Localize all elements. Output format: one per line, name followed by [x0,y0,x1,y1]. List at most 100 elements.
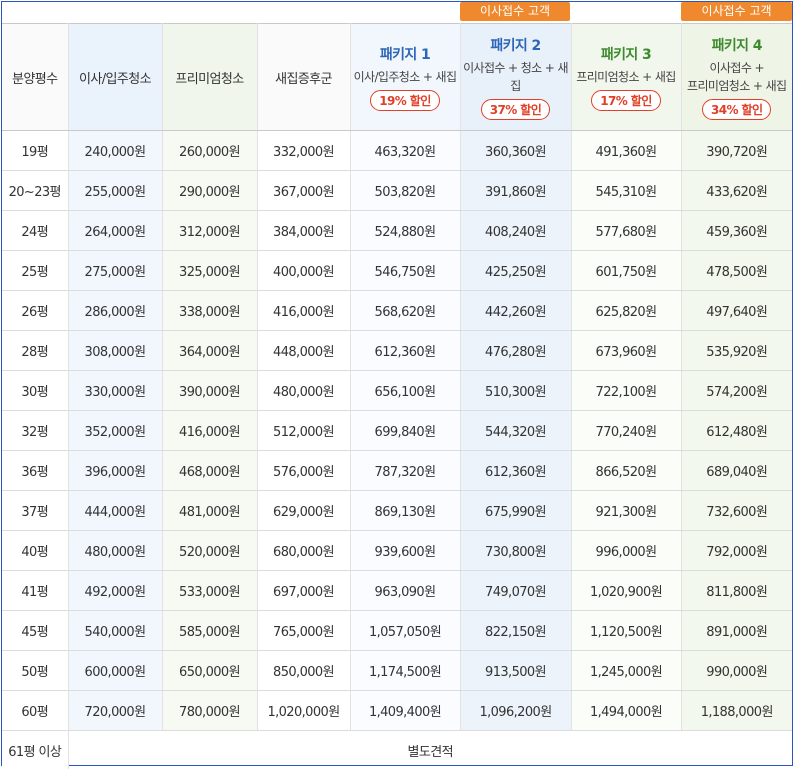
package-3-price: 625,820원 [571,291,681,331]
sick-house-price: 680,000원 [257,531,350,571]
discount-badge: 34% 할인 [702,99,771,120]
size-cell: 40평 [2,531,68,571]
sick-house-price: 332,000원 [257,131,350,171]
header-package-4: 패키지 4 이사접수 + 프리미엄청소 + 새집 34% 할인 [681,24,792,131]
move-cleaning-price: 264,000원 [68,211,162,251]
move-cleaning-price: 286,000원 [68,291,162,331]
premium-cleaning-price: 338,000원 [162,291,257,331]
package-1-price: 869,130원 [350,491,460,531]
move-cleaning-price: 308,000원 [68,331,162,371]
package-4-price: 732,600원 [681,491,792,531]
header-package-3: 패키지 3 프리미엄청소 + 새집 17% 할인 [571,24,681,131]
premium-cleaning-price: 312,000원 [162,211,257,251]
package-title: 패키지 2 [461,35,571,55]
premium-cleaning-price: 780,000원 [162,691,257,731]
premium-cleaning-price: 481,000원 [162,491,257,531]
discount-badge: 19% 할인 [370,90,439,111]
package-3-price: 1,120,500원 [571,611,681,651]
premium-cleaning-price: 290,000원 [162,171,257,211]
header-premium-cleaning: 프리미엄청소 [162,24,257,131]
package-4-price: 478,500원 [681,251,792,291]
package-1-price: 963,090원 [350,571,460,611]
package-1-price: 656,100원 [350,371,460,411]
package-3-price: 491,360원 [571,131,681,171]
package-3-price: 866,520원 [571,451,681,491]
size-cell: 41평 [2,571,68,611]
sick-house-price: 765,000원 [257,611,350,651]
package-2-price: 425,250원 [460,251,571,291]
package-4-price: 689,040원 [681,451,792,491]
package-4-price: 990,000원 [681,651,792,691]
package-1-price: 699,840원 [350,411,460,451]
moving-customer-tag: 이사접수 고객 [681,2,792,21]
moving-customer-tag: 이사접수 고객 [460,2,570,21]
package-title: 패키지 1 [351,44,460,64]
package-1-price: 939,600원 [350,531,460,571]
package-3-price: 1,245,000원 [571,651,681,691]
move-cleaning-price: 255,000원 [68,171,162,211]
move-cleaning-price: 480,000원 [68,531,162,571]
premium-cleaning-price: 533,000원 [162,571,257,611]
package-title: 패키지 3 [572,44,681,64]
move-cleaning-price: 540,000원 [68,611,162,651]
package-3-price: 996,000원 [571,531,681,571]
move-cleaning-price: 720,000원 [68,691,162,731]
premium-cleaning-price: 325,000원 [162,251,257,291]
package-4-price: 612,480원 [681,411,792,451]
size-cell: 60평 [2,691,68,731]
package-desc: 이사/입주청소 + 새집 [351,68,460,86]
sick-house-price: 384,000원 [257,211,350,251]
package-3-price: 921,300원 [571,491,681,531]
package-4-price: 459,360원 [681,211,792,251]
package-1-price: 524,880원 [350,211,460,251]
package-desc: 프리미엄청소 + 새집 [682,77,793,95]
package-2-price: 612,360원 [460,451,571,491]
premium-cleaning-price: 364,000원 [162,331,257,371]
package-3-price: 1,494,000원 [571,691,681,731]
size-cell: 37평 [2,491,68,531]
sick-house-price: 576,000원 [257,451,350,491]
header-size: 분양평수 [2,24,68,131]
sick-house-price: 400,000원 [257,251,350,291]
package-2-price: 360,360원 [460,131,571,171]
package-4-price: 811,800원 [681,571,792,611]
package-1-price: 503,820원 [350,171,460,211]
package-2-price: 913,500원 [460,651,571,691]
package-2-price: 749,070원 [460,571,571,611]
package-1-price: 612,360원 [350,331,460,371]
discount-badge: 37% 할인 [481,99,550,120]
package-4-price: 390,720원 [681,131,792,171]
package-1-price: 1,174,500원 [350,651,460,691]
package-3-price: 545,310원 [571,171,681,211]
premium-cleaning-price: 468,000원 [162,451,257,491]
premium-cleaning-price: 650,000원 [162,651,257,691]
move-cleaning-price: 240,000원 [68,131,162,171]
size-cell: 28평 [2,331,68,371]
package-desc: 이사접수 + 청소 + 새집 [461,59,571,95]
move-cleaning-price: 352,000원 [68,411,162,451]
package-4-price: 574,200원 [681,371,792,411]
package-1-price: 568,620원 [350,291,460,331]
package-title: 패키지 4 [682,35,793,55]
package-1-price: 1,409,400원 [350,691,460,731]
sick-house-price: 629,000원 [257,491,350,531]
price-table: 분양평수 이사/입주청소 프리미엄청소 새집증후군 패키지 1 이사/입주청소 … [2,23,792,769]
package-3-price: 722,100원 [571,371,681,411]
package-1-price: 787,320원 [350,451,460,491]
package-2-price: 476,280원 [460,331,571,371]
package-2-price: 1,096,200원 [460,691,571,731]
package-2-price: 730,800원 [460,531,571,571]
size-cell: 20~23평 [2,171,68,211]
